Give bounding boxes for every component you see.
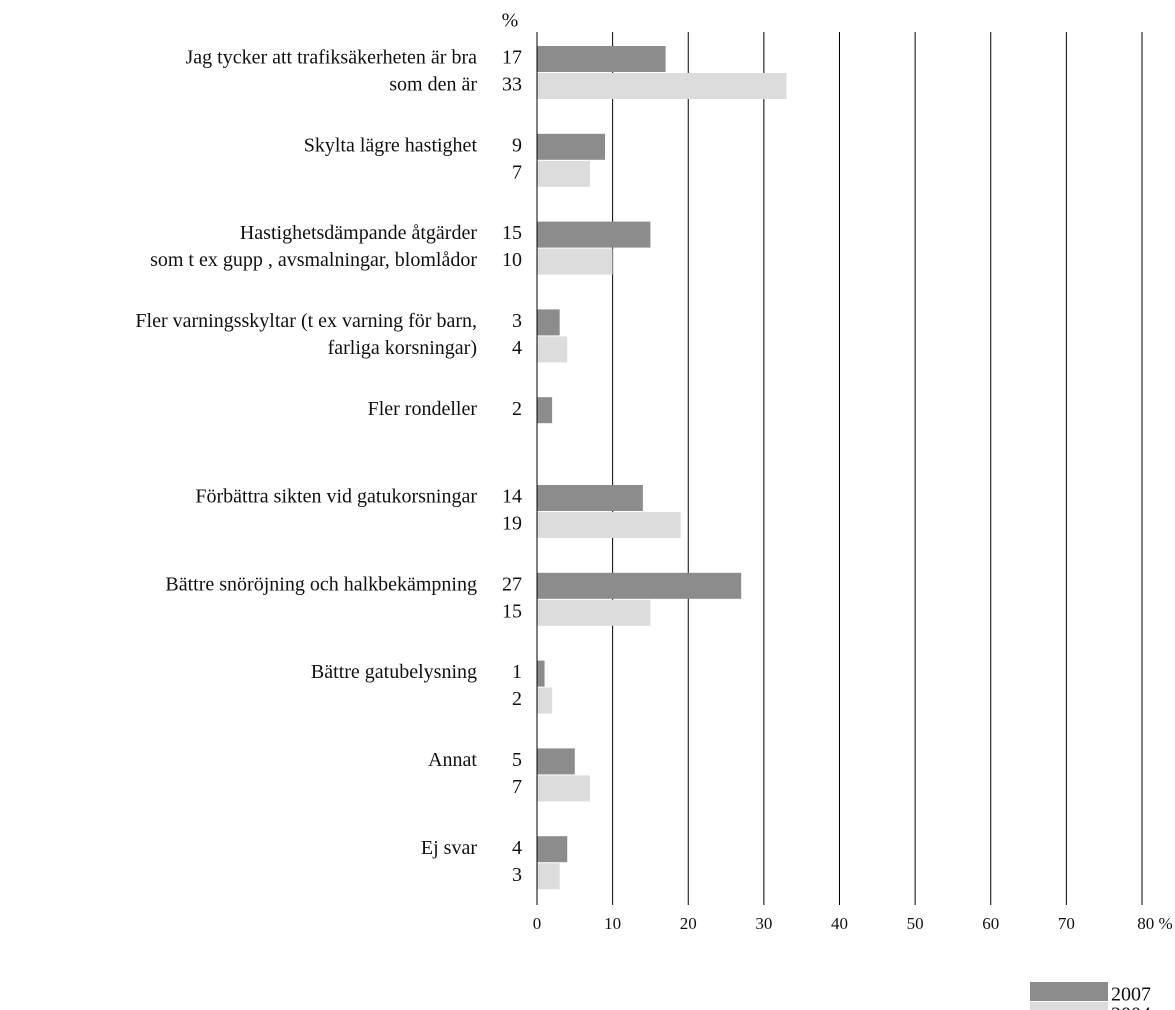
category-label: som t ex gupp , avsmalningar, blomlådor [150, 249, 477, 271]
legend-swatch [1030, 1002, 1108, 1010]
value-label: 7 [512, 161, 522, 183]
category-label: Förbättra sikten vid gatukorsningar [195, 486, 477, 508]
legend-label: 2004 [1111, 1004, 1151, 1010]
category-label: Jag tycker att trafiksäkerheten är bra [185, 47, 477, 69]
category-label: Ej svar [421, 837, 477, 859]
bar [537, 836, 568, 863]
bar [537, 687, 553, 714]
value-label: 10 [502, 249, 522, 271]
category-label: Skylta lägre hastighet [304, 134, 478, 156]
bar [537, 775, 590, 802]
bar [537, 221, 651, 248]
value-label: 4 [512, 337, 522, 359]
bar [537, 748, 575, 775]
value-label: 4 [512, 837, 522, 859]
bar [537, 248, 613, 275]
value-label: 19 [502, 513, 522, 535]
category-label: Fler varningsskyltar (t ex varning för b… [135, 310, 477, 332]
bar [537, 133, 606, 160]
category-label: som den är [389, 74, 477, 96]
bar [537, 599, 651, 626]
bar [537, 863, 560, 890]
value-label: 15 [502, 600, 522, 622]
bar [537, 160, 590, 187]
category-label: Annat [428, 749, 477, 771]
category-label: farliga korsningar) [328, 337, 477, 359]
category-label: Hastighetsdämpande åtgärder [240, 222, 477, 244]
x-tick-label: 30 [755, 914, 772, 933]
x-tick-label: 20 [680, 914, 697, 933]
value-label: 9 [512, 134, 522, 156]
x-tick-label: 60 [982, 914, 999, 933]
value-label: 7 [512, 776, 522, 798]
value-label: 3 [512, 864, 522, 886]
category-label: Fler rondeller [368, 398, 478, 420]
value-label: 15 [502, 222, 522, 244]
value-label: 5 [512, 749, 522, 771]
bar [537, 512, 681, 538]
x-tick-label: 40 [831, 914, 848, 933]
bar [537, 309, 560, 336]
bar [537, 485, 643, 511]
axis-unit: % [502, 10, 519, 32]
bar [537, 660, 545, 687]
x-tick-label: 80 % [1137, 914, 1172, 933]
x-tick-label: 70 [1058, 914, 1075, 933]
x-tick-label: 0 [533, 914, 542, 933]
bar [537, 73, 787, 99]
bar [537, 336, 568, 363]
value-label: 14 [502, 486, 522, 508]
bar [537, 46, 666, 72]
legend-swatch [1030, 982, 1108, 1001]
value-label: 2 [512, 398, 522, 420]
value-label: 2 [512, 688, 522, 710]
x-tick-label: 10 [604, 914, 621, 933]
x-tick-label: 50 [907, 914, 924, 933]
category-label: Bättre gatubelysning [311, 661, 477, 683]
legend-label: 2007 [1111, 984, 1151, 1006]
value-label: 3 [512, 310, 522, 332]
value-label: 1 [512, 661, 522, 683]
value-label: 33 [502, 74, 522, 96]
bar [537, 572, 742, 599]
value-label: 27 [502, 573, 522, 595]
value-label: 17 [502, 47, 522, 69]
bar [537, 397, 553, 424]
category-label: Bättre snöröjning och halkbekämpning [165, 573, 477, 595]
